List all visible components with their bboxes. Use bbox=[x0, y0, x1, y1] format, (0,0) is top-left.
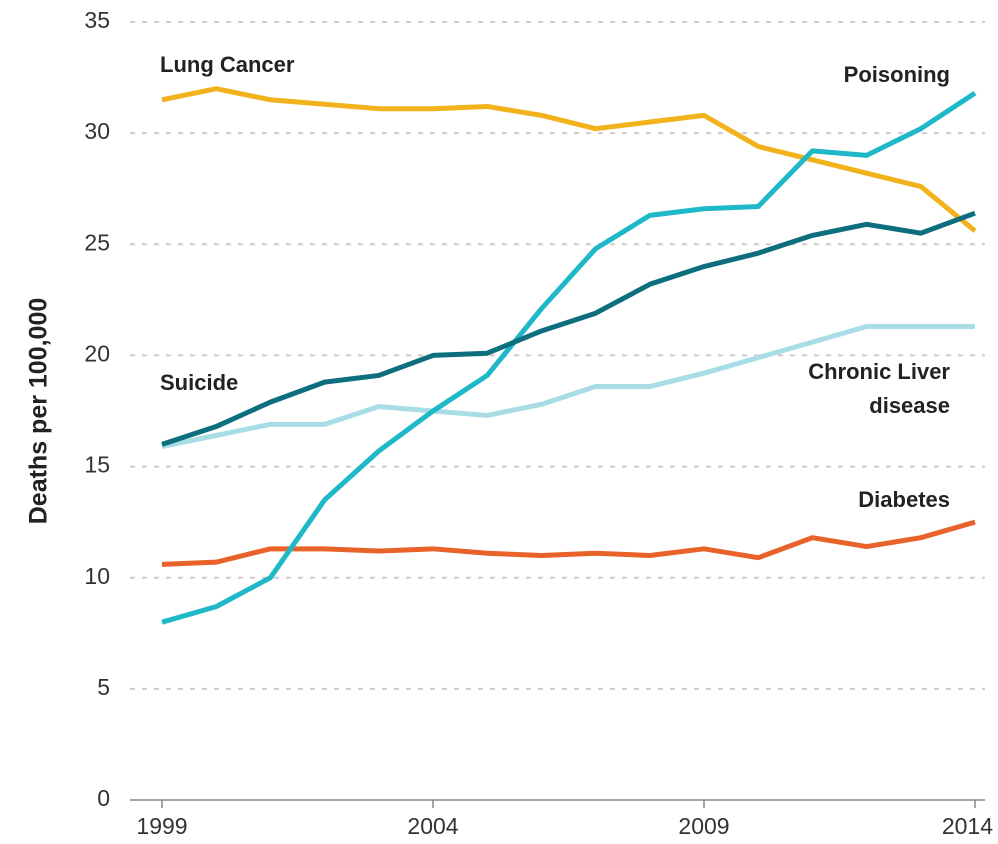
series-label: Poisoning bbox=[843, 62, 950, 87]
y-tick-label: 10 bbox=[84, 563, 110, 589]
series-line bbox=[161, 519, 976, 567]
x-tick-label: 2014 bbox=[942, 813, 993, 839]
y-tick-label: 5 bbox=[97, 674, 110, 700]
y-tick-label: 0 bbox=[97, 785, 110, 811]
series-label: Chronic Liver disease bbox=[808, 359, 950, 418]
y-tick-label: 15 bbox=[84, 452, 110, 478]
y-tick-label: 35 bbox=[84, 7, 110, 33]
series-label: Suicide bbox=[160, 370, 239, 395]
y-axis-label: Deaths per 100,000 bbox=[25, 298, 53, 525]
x-tick-label: 2004 bbox=[407, 813, 458, 839]
series-line bbox=[161, 210, 976, 447]
series-line bbox=[161, 86, 977, 233]
series-label: Diabetes bbox=[858, 487, 950, 512]
series-line bbox=[161, 91, 977, 625]
y-tick-label: 25 bbox=[84, 229, 110, 255]
x-tick-label: 1999 bbox=[136, 813, 187, 839]
series-line bbox=[161, 324, 975, 450]
y-tick-label: 20 bbox=[84, 341, 110, 367]
series-label: Lung Cancer bbox=[160, 52, 295, 77]
y-tick-label: 30 bbox=[84, 118, 110, 144]
x-tick-label: 2009 bbox=[678, 813, 729, 839]
